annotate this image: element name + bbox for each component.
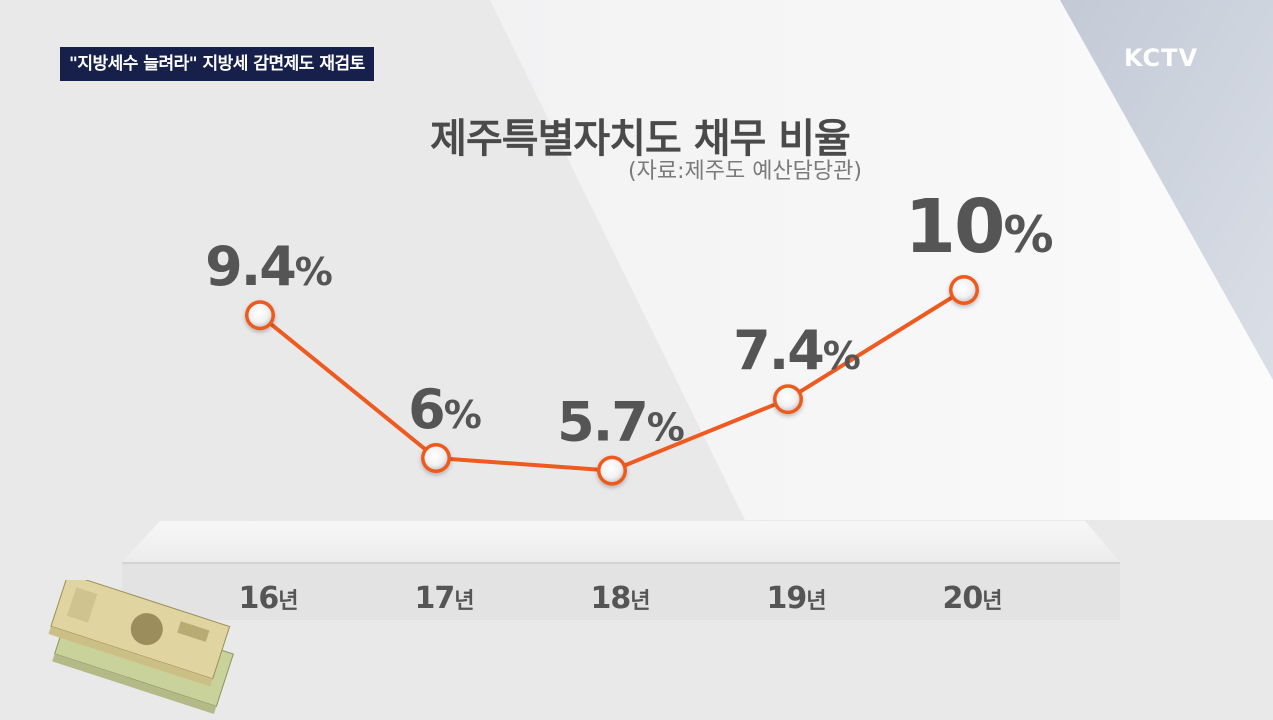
x-tick-label: 16년	[239, 581, 298, 616]
data-label: 9.4%	[205, 235, 332, 298]
data-label: 6%	[408, 378, 481, 441]
light-wedge	[490, 0, 1273, 520]
x-tick-label: 17년	[415, 581, 474, 616]
data-label: 10%	[904, 184, 1052, 270]
series-line-segment	[258, 313, 438, 460]
series-line-segment	[434, 456, 614, 473]
data-label: 5.7%	[557, 391, 684, 454]
data-point-marker	[421, 443, 451, 473]
data-label: 7.4%	[733, 319, 860, 382]
money-bundles-icon	[48, 580, 234, 714]
x-tick-label: 20년	[943, 581, 1002, 616]
blue-wedge	[1060, 0, 1273, 380]
x-tick-label: 18년	[591, 581, 650, 616]
series-line-segment	[786, 288, 966, 402]
data-point-marker	[597, 455, 627, 486]
kctv-logo: KCTV	[1124, 44, 1199, 72]
platform-top	[122, 521, 1120, 562]
platform-front	[122, 562, 1120, 620]
x-tick-label: 19년	[767, 581, 826, 616]
chart-source: (자료:제주도 예산담당관)	[628, 159, 862, 184]
chart-title: 제주특별자치도 채무 비율	[430, 116, 851, 162]
series-line-segment	[610, 397, 790, 473]
data-point-marker	[773, 384, 803, 415]
data-point-marker	[949, 275, 979, 305]
data-point-marker	[245, 300, 275, 331]
news-headline: "지방세수 늘려라" 지방세 감면제도 재검토	[60, 47, 374, 81]
